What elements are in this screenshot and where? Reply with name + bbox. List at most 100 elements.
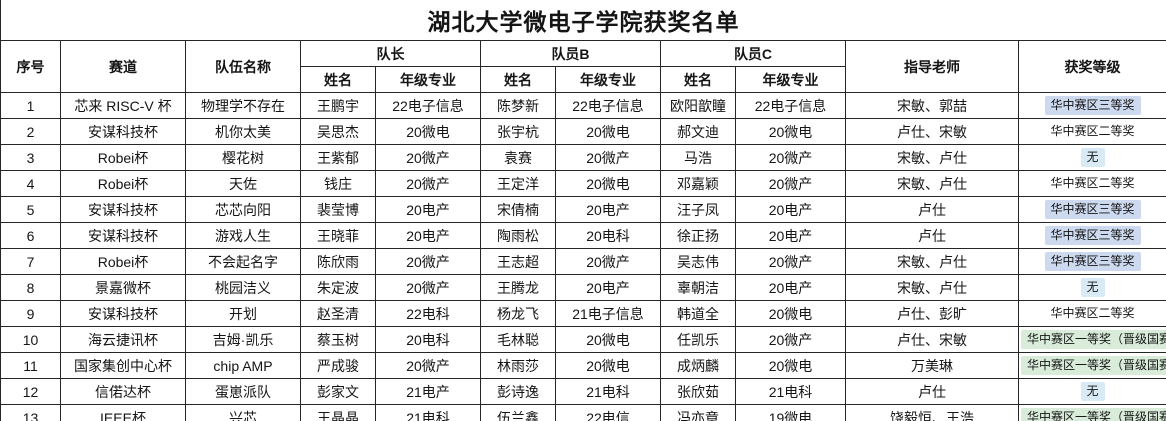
cell-team: 天佐 <box>185 170 301 197</box>
cell-award: 华中赛区二等奖 <box>1017 170 1166 197</box>
cell-team: 游戏人生 <box>185 222 301 249</box>
table-row: 12 信偌达杯 蛋崽派队 彭家文 21电产 彭诗逸 21电科 张欣茹 21电科 … <box>0 378 1166 405</box>
cell-team: chip AMP <box>185 352 301 379</box>
cell-captain-grade: 20微产 <box>375 248 481 275</box>
header-award: 获奖等级 <box>1017 40 1166 93</box>
cell-member-b-name: 王腾龙 <box>480 274 556 301</box>
header-row-2: 姓名 年级专业 姓名 年级专业 姓名 年级专业 <box>1 66 1166 93</box>
cell-index: 9 <box>0 300 61 327</box>
header-member-b-grade: 年级专业 <box>555 66 661 93</box>
cell-member-c-grade: 19微电 <box>735 404 846 421</box>
cell-captain-name: 王晶晶 <box>300 404 376 421</box>
award-badge: 华中赛区三等奖 <box>1044 226 1141 245</box>
cell-team: 芯芯向阳 <box>185 196 301 223</box>
cell-member-c-name: 成炳麟 <box>660 352 736 379</box>
cell-track: 安谋科技杯 <box>60 300 186 327</box>
cell-track: 海云捷讯杯 <box>60 326 186 353</box>
table-row: 8 景嘉微杯 桃园洁义 朱定波 20微产 王腾龙 20电产 辜朝洁 20电产 宋… <box>0 274 1166 301</box>
table-row: 7 Robei杯 不会起名字 陈欣雨 20微产 王志超 20微产 吴志伟 20微… <box>0 248 1166 275</box>
cell-index: 11 <box>0 352 61 379</box>
table-row: 4 Robei杯 天佐 钱庄 20微产 王定洋 20微电 邓嘉颖 20微产 宋敏… <box>0 170 1166 197</box>
header-row-1: 序号 赛道 队伍名称 队长 队员B 队员C 指导老师 获奖等级 <box>0 40 1166 93</box>
cell-advisor: 万美琳 <box>845 352 1019 379</box>
cell-team: 开划 <box>185 300 301 327</box>
cell-member-c-name: 徐正扬 <box>660 222 736 249</box>
cell-captain-grade: 20微产 <box>375 352 481 379</box>
cell-advisor: 卢仕 <box>845 222 1019 249</box>
cell-award: 无 <box>1017 378 1166 405</box>
award-badge: 华中赛区二等奖 <box>1050 176 1135 190</box>
cell-award: 华中赛区二等奖 <box>1017 118 1166 145</box>
cell-track: 国家集创中心杯 <box>60 352 186 379</box>
award-badge: 华中赛区二等奖 <box>1050 124 1135 138</box>
cell-member-b-name: 陶雨松 <box>480 222 556 249</box>
header-member-c-grade: 年级专业 <box>735 66 846 93</box>
cell-award: 华中赛区一等奖（晋级国赛） <box>1017 326 1166 353</box>
cell-member-c-grade: 20电产 <box>735 222 846 249</box>
cell-member-b-grade: 20电科 <box>555 222 661 249</box>
cell-team: 机你太美 <box>185 118 301 145</box>
header-member-c: 队员C <box>660 40 846 67</box>
award-badge: 华中赛区三等奖 <box>1044 200 1141 219</box>
cell-advisor: 宋敏、卢仕 <box>845 248 1019 275</box>
cell-member-b-name: 彭诗逸 <box>480 378 556 405</box>
cell-advisor: 卢仕 <box>845 378 1019 405</box>
cell-index: 6 <box>0 222 61 249</box>
award-badge: 华中赛区二等奖 <box>1050 306 1135 320</box>
cell-award: 华中赛区三等奖 <box>1017 248 1166 275</box>
header-member-c-name: 姓名 <box>660 66 736 93</box>
cell-member-c-grade: 20微产 <box>735 248 846 275</box>
cell-member-c-grade: 22电子信息 <box>735 92 846 119</box>
cell-advisor: 宋敏、郭喆 <box>845 92 1019 119</box>
cell-member-c-grade: 20微产 <box>735 170 846 197</box>
cell-advisor: 卢仕 <box>845 196 1019 223</box>
cell-captain-name: 严成骏 <box>300 352 376 379</box>
cell-index: 10 <box>0 326 61 353</box>
cell-captain-grade: 20微产 <box>375 170 481 197</box>
cell-captain-grade: 20微电 <box>375 118 481 145</box>
cell-advisor: 宋敏、卢仕 <box>845 170 1019 197</box>
cell-award: 华中赛区一等奖（晋级国赛） <box>1017 404 1166 421</box>
cell-member-b-grade: 21电子信息 <box>555 300 661 327</box>
cell-advisor: 卢仕、宋敏 <box>845 118 1019 145</box>
cell-member-c-name: 吴志伟 <box>660 248 736 275</box>
award-badge: 无 <box>1080 148 1105 167</box>
cell-member-b-grade: 20微电 <box>555 326 661 353</box>
cell-index: 5 <box>0 196 61 223</box>
cell-member-b-grade: 20微电 <box>555 118 661 145</box>
cell-member-c-grade: 20微电 <box>735 118 846 145</box>
cell-member-b-grade: 22电子信息 <box>555 92 661 119</box>
cell-track: Robei杯 <box>60 144 186 171</box>
table-row: 13 IEEE杯 兴芯 王晶晶 21电科 伍兰鑫 22电信 冯亦章 19微电 饶… <box>0 404 1166 421</box>
header-track: 赛道 <box>60 40 186 93</box>
cell-member-b-grade: 20微产 <box>555 144 661 171</box>
cell-captain-name: 钱庄 <box>300 170 376 197</box>
cell-captain-grade: 20微产 <box>375 144 481 171</box>
header-index: 序号 <box>0 40 61 93</box>
award-badge: 华中赛区一等奖（晋级国赛） <box>1021 408 1166 421</box>
cell-team: 吉姆·凯乐 <box>185 326 301 353</box>
cell-member-c-name: 邓嘉颖 <box>660 170 736 197</box>
cell-advisor: 饶毅恒、王浩 <box>845 404 1019 421</box>
table-row: 10 海云捷讯杯 吉姆·凯乐 蔡玉树 20电科 毛林聪 20微电 任凯乐 20微… <box>0 326 1166 353</box>
table-row: 5 安谋科技杯 芯芯向阳 裴莹博 20电产 宋倩楠 20电产 汪子凤 20电产 … <box>0 196 1166 223</box>
cell-member-b-name: 王志超 <box>480 248 556 275</box>
cell-member-c-name: 韩道全 <box>660 300 736 327</box>
cell-award: 华中赛区二等奖 <box>1017 300 1166 327</box>
cell-advisor: 卢仕、彭旷 <box>845 300 1019 327</box>
cell-index: 7 <box>0 248 61 275</box>
award-badge: 无 <box>1080 382 1105 401</box>
cell-captain-grade: 21电产 <box>375 378 481 405</box>
cell-member-b-grade: 20电产 <box>555 196 661 223</box>
header-member-b-name: 姓名 <box>480 66 556 93</box>
cell-captain-name: 朱定波 <box>300 274 376 301</box>
cell-award: 华中赛区三等奖 <box>1017 92 1166 119</box>
cell-member-c-grade: 21电科 <box>735 378 846 405</box>
cell-captain-grade: 22电科 <box>375 300 481 327</box>
award-badge: 华中赛区一等奖（晋级国赛） <box>1021 330 1166 349</box>
cell-index: 3 <box>0 144 61 171</box>
cell-member-c-name: 任凯乐 <box>660 326 736 353</box>
cell-index: 1 <box>0 92 61 119</box>
